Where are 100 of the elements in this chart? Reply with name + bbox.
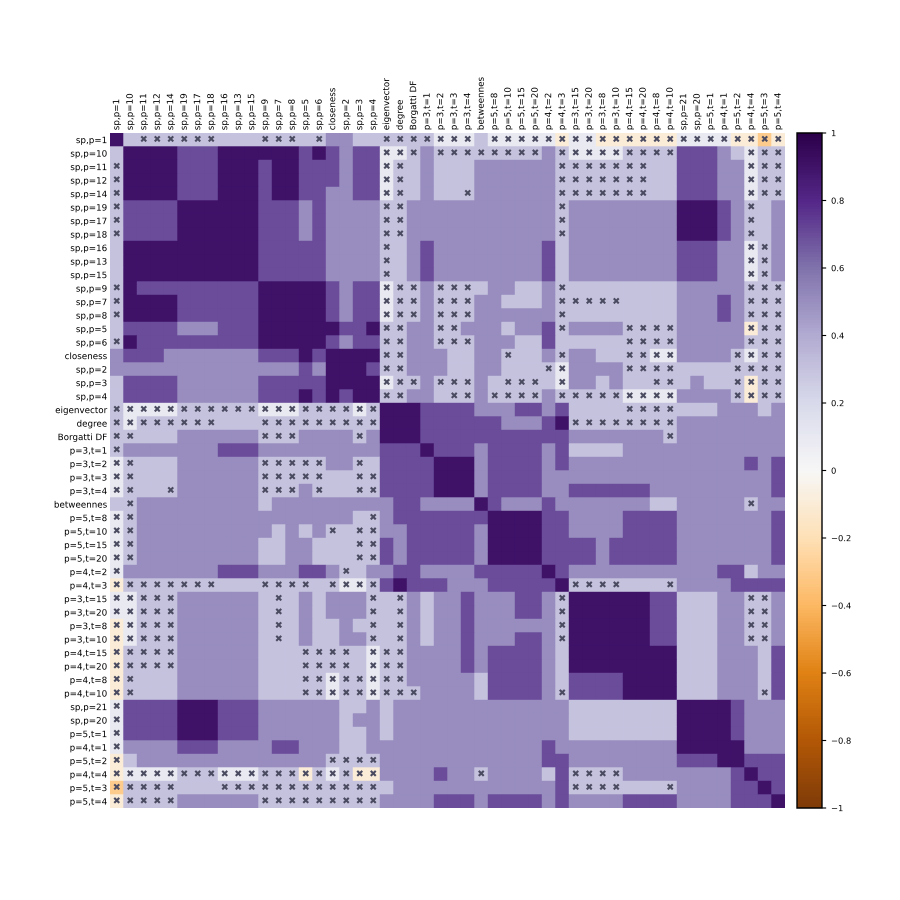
x-tick-label: p=3,t=1 (423, 93, 432, 130)
x-tick-label: sp,p=12 (153, 94, 162, 130)
data-label: ✖ (114, 230, 120, 237)
data-label: ✖ (654, 365, 660, 372)
data-label: ✖ (748, 203, 754, 210)
data-label: ✖ (384, 230, 390, 237)
data-label: ✖ (384, 324, 390, 332)
y-tick-label: p=4,t=20 (64, 663, 107, 672)
data-label: ✖ (505, 149, 512, 156)
data-label: ✖ (114, 486, 120, 494)
data-label: ✖ (114, 662, 120, 669)
data-label: ✖ (762, 594, 768, 602)
data-label: ✖ (262, 581, 268, 588)
data-label: ✖ (397, 176, 404, 183)
data-label: ✖ (748, 365, 754, 372)
data-label: ✖ (600, 784, 606, 790)
data-label: ✖ (532, 392, 538, 399)
data-label: ✖ (289, 486, 296, 494)
x-tick-label: p=4,t=1 (720, 93, 728, 130)
y-tick-label: p=5,t=2 (70, 758, 106, 766)
data-label: ✖ (397, 392, 404, 399)
data-label: ✖ (451, 392, 458, 399)
data-label: ✖ (464, 190, 471, 196)
data-label: ✖ (330, 419, 336, 426)
data-label: ✖ (140, 608, 147, 615)
data-label: ✖ (127, 527, 134, 534)
color-bar-label: −0.2 (832, 534, 850, 542)
data-label: ✖ (626, 176, 633, 183)
data-label: ✖ (518, 392, 525, 399)
y-tick-label: p=3,t=15 (64, 596, 106, 604)
data-label: ✖ (384, 216, 390, 224)
data-label: ✖ (262, 784, 268, 790)
data-label: ✖ (572, 149, 579, 156)
data-label: ✖ (505, 378, 512, 386)
data-label: ✖ (451, 311, 458, 318)
data-label: ✖ (302, 419, 309, 426)
data-label: ✖ (330, 406, 336, 412)
data-label: ✖ (276, 770, 282, 777)
data-label: ✖ (600, 298, 606, 304)
x-tick-label: p=4,t=8 (652, 93, 661, 130)
data-label: ✖ (262, 406, 268, 412)
data-label: ✖ (370, 676, 376, 682)
data-label: ✖ (356, 676, 363, 682)
data-label: ✖ (559, 352, 566, 358)
data-label: ✖ (748, 594, 754, 602)
data-label: ✖ (397, 284, 404, 291)
y-tick-label: p=3,t=3 (70, 474, 107, 482)
data-label: ✖ (572, 770, 579, 777)
data-label: ✖ (384, 298, 390, 304)
data-label: ✖ (600, 136, 606, 142)
data-label: ✖ (154, 797, 160, 804)
data-label: ✖ (748, 230, 754, 237)
data-label: ✖ (384, 365, 390, 372)
data-label: ✖ (114, 298, 120, 304)
data-label: ✖ (316, 486, 322, 494)
data-label: ✖ (613, 392, 620, 399)
data-label: ✖ (356, 419, 363, 426)
y-tick-label: p=3,t=4 (70, 488, 107, 496)
data-label: ✖ (546, 136, 552, 142)
y-tick-label: sp,p=7 (76, 298, 106, 307)
data-label: ✖ (762, 392, 768, 399)
data-label: ✖ (734, 136, 741, 142)
x-tick-label: p=4,t=2 (544, 94, 553, 130)
data-label: ✖ (586, 770, 592, 777)
y-tick-label: p=4,t=8 (70, 676, 107, 685)
data-label: ✖ (734, 392, 741, 399)
data-label: ✖ (397, 676, 404, 682)
data-label: ✖ (208, 136, 214, 142)
data-label: ✖ (316, 460, 322, 466)
data-label: ✖ (654, 149, 660, 156)
data-label: ✖ (626, 419, 633, 426)
data-label: ✖ (748, 284, 754, 291)
data-label: ✖ (127, 432, 134, 440)
data-label: ✖ (114, 460, 120, 466)
data-label: ✖ (518, 136, 525, 142)
data-label: ✖ (168, 594, 174, 602)
data-label: ✖ (370, 608, 376, 615)
data-label: ✖ (748, 136, 754, 142)
data-label: ✖ (613, 176, 620, 183)
data-label: ✖ (114, 473, 120, 480)
data-label: ✖ (370, 406, 376, 412)
data-label: ✖ (762, 162, 768, 170)
color-bar-label: −0.4 (832, 602, 851, 609)
x-tick-label: sp,p=5 (302, 100, 310, 130)
data-label: ✖ (680, 136, 687, 142)
data-label: ✖ (384, 176, 390, 183)
data-label: ✖ (559, 689, 566, 696)
data-label: ✖ (114, 176, 120, 183)
data-label: ✖ (410, 689, 417, 696)
data-label: ✖ (302, 460, 309, 466)
data-label: ✖ (370, 648, 376, 656)
data-label: ✖ (127, 486, 134, 494)
data-label: ✖ (384, 136, 390, 142)
data-label: ✖ (114, 338, 120, 345)
data-label: ✖ (397, 216, 404, 224)
data-label: ✖ (626, 136, 633, 142)
x-tick-label: sp,p=7 (274, 100, 283, 130)
x-tick-label: eigenvector (382, 78, 391, 130)
data-label: ✖ (775, 392, 782, 399)
data-label: ✖ (356, 460, 363, 466)
